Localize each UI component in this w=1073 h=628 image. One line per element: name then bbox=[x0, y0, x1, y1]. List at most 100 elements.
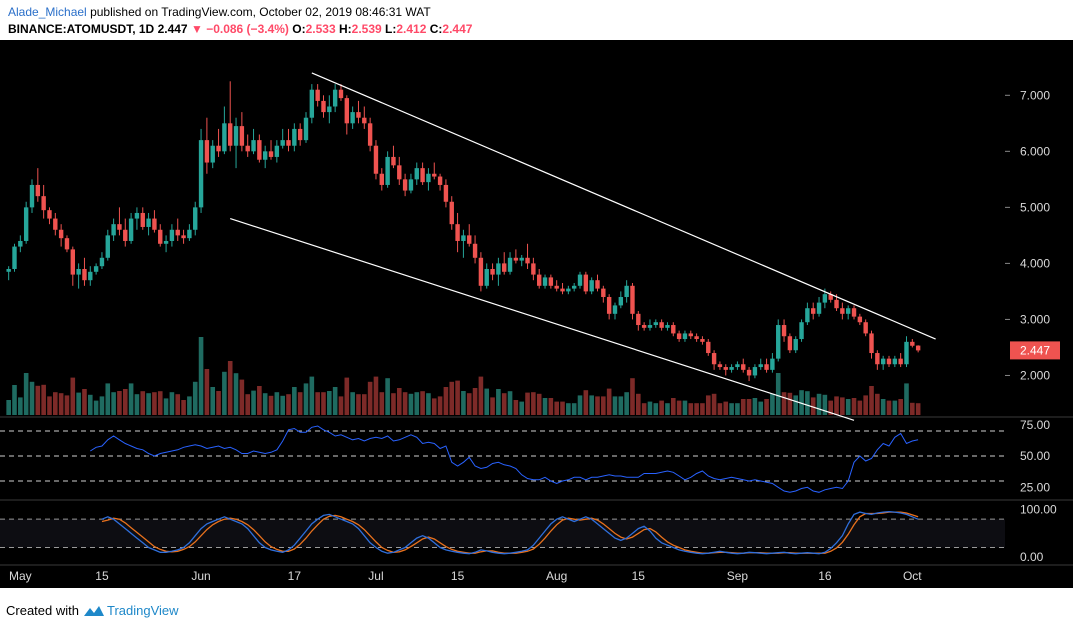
volume-bar bbox=[694, 403, 699, 415]
candle-body bbox=[566, 288, 571, 292]
candle-body bbox=[327, 106, 332, 113]
volume-bar bbox=[618, 396, 624, 415]
volume-bar bbox=[327, 391, 332, 415]
candle-body bbox=[193, 207, 198, 230]
candle-body bbox=[548, 277, 554, 286]
candle-body bbox=[560, 288, 565, 292]
candle-body bbox=[618, 297, 624, 306]
volume-bar bbox=[431, 398, 437, 415]
volume-bar bbox=[257, 386, 262, 415]
candle-body bbox=[845, 308, 851, 314]
volume-bar bbox=[268, 395, 274, 415]
chart-background bbox=[0, 40, 1073, 588]
volume-bar bbox=[525, 392, 530, 415]
price-tick-label: 4.000 bbox=[1020, 256, 1050, 270]
candle-body bbox=[117, 224, 122, 230]
volume-bar bbox=[385, 378, 390, 415]
candle-body bbox=[297, 128, 303, 141]
volume-bar bbox=[501, 393, 507, 415]
volume-bar bbox=[251, 390, 256, 415]
candle-body bbox=[828, 294, 833, 300]
candle-body bbox=[729, 367, 734, 370]
volume-bar bbox=[851, 398, 857, 415]
candle-body bbox=[502, 263, 507, 272]
volume-bar bbox=[717, 403, 723, 415]
rsi-tick-label: 75.00 bbox=[1020, 418, 1050, 432]
volume-bar bbox=[705, 395, 711, 415]
candle-body bbox=[216, 145, 221, 152]
volume-bar bbox=[519, 401, 525, 415]
volume-bar bbox=[566, 403, 571, 415]
candle-body bbox=[268, 151, 274, 157]
candle-body bbox=[478, 257, 484, 286]
candle-body bbox=[601, 288, 606, 298]
candle-body bbox=[863, 322, 868, 334]
volume-bar bbox=[338, 396, 344, 415]
candle-body bbox=[315, 89, 320, 101]
volume-bar bbox=[595, 396, 600, 415]
candle-body bbox=[35, 184, 41, 197]
volume-bar bbox=[869, 386, 874, 415]
candle-body bbox=[519, 257, 524, 261]
volume-bar bbox=[408, 393, 414, 415]
candle-body bbox=[29, 184, 35, 208]
author-link[interactable]: Alade_Michael bbox=[8, 5, 87, 19]
candle-body bbox=[840, 308, 845, 314]
candle-body bbox=[309, 89, 315, 118]
volume-bar bbox=[653, 403, 659, 415]
candle-body bbox=[47, 210, 52, 219]
candle-body bbox=[158, 229, 163, 244]
candle-body bbox=[344, 98, 350, 124]
volume-bar bbox=[134, 394, 140, 415]
candle-body bbox=[356, 112, 361, 118]
symbol-info-line: BINANCE:ATOMUSDT, 1D 2.447 ▼ −0.086 (−3.… bbox=[8, 22, 472, 36]
candle-body bbox=[781, 325, 787, 337]
volume-bar bbox=[297, 392, 303, 415]
volume-bar bbox=[344, 377, 350, 415]
volume-bar bbox=[286, 394, 291, 415]
volume-bar bbox=[391, 393, 396, 415]
time-tick-label: Oct bbox=[903, 569, 922, 583]
volume-bar bbox=[64, 395, 70, 415]
volume-bar bbox=[892, 400, 898, 415]
volume-bar bbox=[262, 393, 268, 415]
time-tick-label: 15 bbox=[632, 569, 646, 583]
volume-bar bbox=[612, 396, 618, 415]
chart-area[interactable]: 7.000 6.000 5.000 4.000 3.000 2.000 2.447 75.00… bbox=[0, 40, 1073, 590]
volume-bar bbox=[845, 399, 851, 415]
volume-bar bbox=[606, 388, 612, 415]
candle-body bbox=[88, 271, 93, 281]
volume-bar bbox=[280, 395, 285, 415]
candle-body bbox=[362, 117, 367, 124]
volume-bar bbox=[12, 385, 17, 415]
volume-bar bbox=[227, 361, 233, 415]
candle-body bbox=[857, 316, 863, 323]
candle-body bbox=[688, 333, 693, 337]
volume-bar bbox=[624, 392, 629, 415]
volume-bar bbox=[175, 394, 181, 415]
candle-body bbox=[636, 313, 641, 326]
candle-body bbox=[671, 325, 676, 334]
volume-bar bbox=[630, 378, 635, 415]
candle-body bbox=[105, 235, 110, 258]
volume-bar bbox=[210, 387, 216, 415]
candle-body bbox=[606, 297, 612, 314]
volume-bar bbox=[233, 373, 239, 415]
volume-bar bbox=[70, 377, 76, 415]
candle-body bbox=[443, 184, 449, 202]
volume-bar bbox=[729, 403, 734, 415]
volume-bar bbox=[583, 390, 589, 415]
trendlines-layer[interactable] bbox=[230, 72, 936, 421]
candle-body bbox=[723, 367, 728, 370]
volume-bar bbox=[810, 397, 816, 415]
publication-line: Alade_Michael published on TradingView.c… bbox=[8, 5, 431, 19]
volume-bar bbox=[396, 388, 402, 415]
volume-bar bbox=[507, 391, 513, 415]
candle-body bbox=[350, 112, 355, 124]
tradingview-brand[interactable]: TradingView bbox=[106, 603, 179, 618]
volume-bar bbox=[128, 383, 134, 415]
volume-bar bbox=[857, 400, 863, 415]
created-with-label: Created with bbox=[6, 603, 79, 618]
candle-body bbox=[612, 305, 618, 314]
candle-body bbox=[624, 285, 629, 298]
